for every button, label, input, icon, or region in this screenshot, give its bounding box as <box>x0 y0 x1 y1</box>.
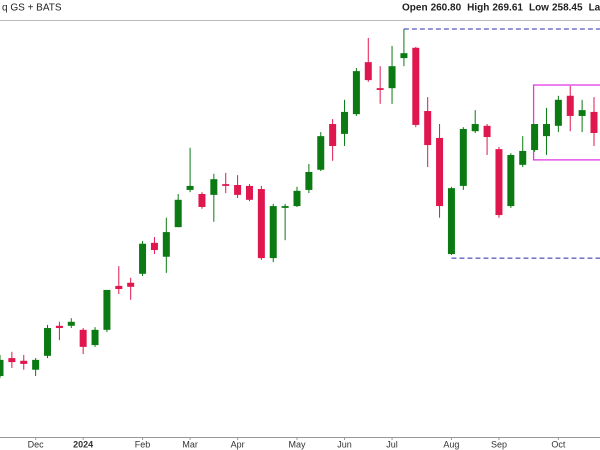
header-value: 258.45 <box>552 3 583 14</box>
candle-body <box>317 136 325 170</box>
candle-body <box>210 179 218 195</box>
range-box <box>532 84 600 161</box>
candle-body <box>352 71 360 115</box>
header-label: Open <box>402 3 428 14</box>
x-tick-label: Feb <box>135 439 151 449</box>
candle-body <box>103 289 111 330</box>
header-label: Low <box>529 3 549 14</box>
candle-body <box>0 359 4 377</box>
candle-body <box>554 99 562 126</box>
candle-body <box>376 88 384 90</box>
candle-body <box>436 137 444 207</box>
candle-body <box>424 111 432 146</box>
candle-body <box>127 282 135 287</box>
candle-body <box>234 185 242 195</box>
header-value: 260.80 <box>431 3 462 14</box>
header-label: Last <box>589 3 600 14</box>
candle-body <box>483 125 491 138</box>
candle-body <box>412 47 420 125</box>
candle-body <box>20 360 28 364</box>
candle-body <box>281 206 289 208</box>
candle-body <box>566 95 574 116</box>
candle-body <box>186 185 194 190</box>
source-label: q GS + BATS <box>2 3 62 14</box>
x-tick-label: Mar <box>182 439 198 449</box>
candle-body <box>578 110 586 116</box>
header-label: High <box>467 3 489 14</box>
candle-body <box>8 358 16 363</box>
candle-body <box>139 243 147 274</box>
candle-body <box>44 328 52 356</box>
candle-body <box>91 329 99 346</box>
candle-body <box>507 154 515 207</box>
candle-body <box>364 62 372 81</box>
x-tick-label: 2024 <box>73 439 93 449</box>
candle-body <box>198 193 206 207</box>
candle-body <box>447 188 455 255</box>
candle-body <box>305 172 313 190</box>
x-tick-label: Jun <box>337 439 352 449</box>
candle-body <box>257 189 265 259</box>
candle-body <box>79 329 87 347</box>
x-tick-label: Apr <box>231 439 245 449</box>
candle-body <box>293 190 301 207</box>
candle-body <box>115 285 123 290</box>
candle-body <box>150 242 158 251</box>
candle-body <box>269 206 277 259</box>
candle-body <box>222 184 230 186</box>
candle-body <box>400 53 408 59</box>
candle-body <box>471 124 479 132</box>
x-tick-label: Aug <box>443 439 459 449</box>
candle-body <box>495 149 503 216</box>
x-tick-label: May <box>288 439 306 449</box>
candle-body <box>341 111 349 134</box>
candle-body <box>174 199 182 228</box>
candle-body <box>32 359 40 370</box>
x-tick-label: Sep <box>491 439 507 449</box>
x-tick-label: Jul <box>386 439 398 449</box>
candle-body <box>542 124 550 137</box>
candle-body <box>459 128 467 186</box>
candle-body <box>388 66 396 89</box>
candle-body <box>162 232 170 257</box>
header-value: 269.61 <box>492 3 523 14</box>
x-tick-label: Oct <box>551 439 566 449</box>
candle-body <box>55 325 63 329</box>
candle-body <box>519 150 527 165</box>
candle-body <box>590 111 598 133</box>
x-tick-label: Dec <box>28 439 45 449</box>
candle-body <box>245 185 253 200</box>
candle-body <box>67 321 75 326</box>
candle-body <box>531 124 539 151</box>
candle-body <box>329 124 337 146</box>
